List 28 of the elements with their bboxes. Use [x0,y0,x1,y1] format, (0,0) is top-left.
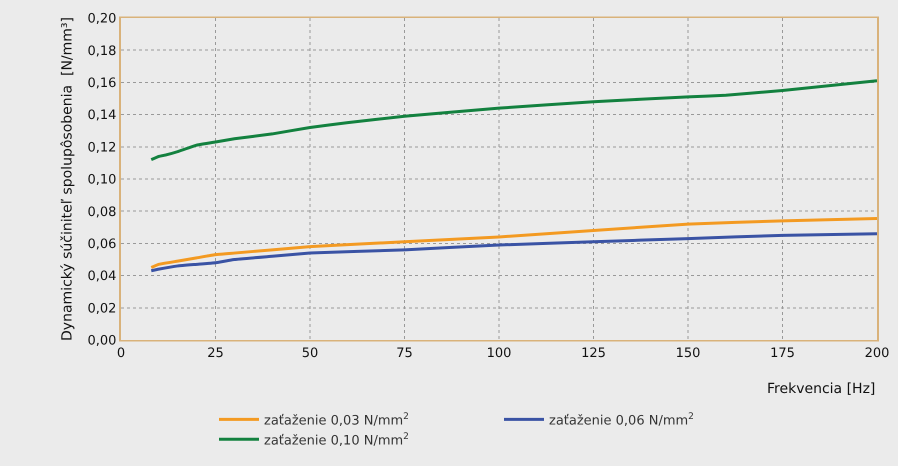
x-tick-label: 100 [486,346,512,362]
y-tick-label: 0,16 [87,76,116,91]
y-tick-label: 0,00 [87,334,116,349]
x-tick-label: 75 [396,346,413,362]
y-tick-label: 0,02 [87,301,116,316]
legend-label: zaťaženie 0,10 N/mm$^{2}$ [264,432,409,448]
y-tick-label: 0,10 [87,172,116,188]
y-tick-label: 0,14 [87,108,116,124]
x-tick-label: 150 [676,346,700,362]
y-tick-label: 0,06 [87,236,116,252]
y-tick-label: 0,04 [87,269,116,284]
x-tick-label: 0 [116,346,126,362]
x-tick-label: 125 [581,346,606,362]
x-tick-label: 200 [864,346,890,362]
x-tick-label: 50 [302,346,318,362]
y-tick-label: 0,08 [87,204,116,220]
y-tick-label: 0,18 [87,44,116,59]
y-tick-label: 0,12 [87,140,116,156]
x-tick-label: 25 [207,346,224,362]
x-axis-title: Frekvencia [Hz] [767,381,876,397]
x-tick-label: 175 [770,346,795,362]
y-tick-label: 0,20 [87,12,116,27]
legend-label: zaťaženie 0,03 N/mm$^{2}$ [264,412,409,428]
legend-label: zaťaženie 0,06 N/mm$^{2}$ [549,412,694,428]
y-axis-title: Dynamický súčiniteľ spolupôsobenia [N/mm³] [60,17,76,341]
line-series [150,79,877,162]
line-series [150,232,877,272]
line-series [150,216,877,270]
